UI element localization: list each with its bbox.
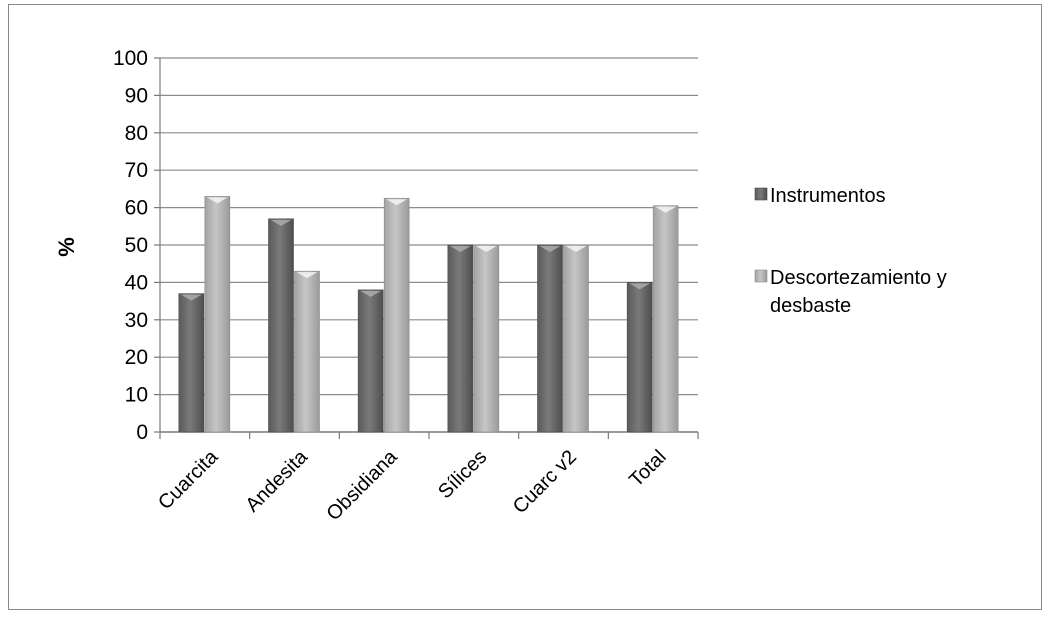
- bar-body: [383, 197, 410, 433]
- bar-cap: [449, 246, 471, 252]
- bar: [473, 244, 500, 433]
- legend-label: Descortezamiento y: [770, 267, 947, 289]
- bar-body: [178, 293, 205, 433]
- bar: [294, 270, 320, 433]
- bar: [357, 289, 384, 433]
- axes: [154, 57, 699, 439]
- bar-body: [447, 244, 474, 433]
- bar-cap: [655, 206, 677, 213]
- legend-swatch: [754, 187, 768, 201]
- y-tick-label: 40: [125, 271, 148, 294]
- legend: Instrumentos Descortezamiento y desbaste: [754, 185, 947, 317]
- y-axis-label: %: [54, 237, 79, 257]
- legend-entry: Descortezamiento y desbaste: [754, 267, 947, 317]
- y-tick-label: 70: [125, 159, 148, 182]
- bar-body: [563, 244, 589, 433]
- bar-body: [473, 244, 500, 433]
- bar-cap: [180, 294, 202, 301]
- bar: [447, 244, 474, 433]
- bar-cap: [270, 219, 292, 226]
- bar: [178, 293, 205, 433]
- bar: [537, 244, 563, 433]
- bar: [204, 196, 231, 433]
- x-category-label: Obsidiana: [322, 445, 402, 525]
- legend-entry: Instrumentos: [754, 185, 886, 207]
- legend-swatch: [754, 269, 768, 283]
- x-category-label: Cuarc v2: [509, 446, 581, 518]
- bar-body: [268, 218, 294, 433]
- bar: [652, 205, 679, 433]
- bar-body: [626, 282, 653, 433]
- y-tick-label: 80: [125, 122, 148, 145]
- legend-label: desbaste: [770, 295, 851, 317]
- bar-cap: [629, 283, 651, 290]
- y-tick-label: 0: [136, 421, 148, 444]
- bar-cap: [539, 246, 561, 252]
- y-tick-label: 30: [125, 309, 148, 332]
- bar: [563, 244, 589, 433]
- y-tick-label: 90: [125, 84, 148, 107]
- bar-body: [652, 205, 679, 433]
- bars: [178, 196, 679, 433]
- bar-cap: [475, 246, 497, 252]
- legend-label: Instrumentos: [770, 185, 886, 207]
- bar-cap: [565, 246, 587, 252]
- bar-cap: [386, 199, 408, 206]
- y-tick-label: 20: [125, 346, 148, 369]
- y-tick-label: 10: [125, 384, 148, 407]
- gridlines: [160, 57, 698, 396]
- y-tick-label: 100: [113, 47, 148, 70]
- y-tick-label: 60: [125, 197, 148, 220]
- bar-cap: [360, 290, 382, 297]
- bar-body: [537, 244, 563, 433]
- bar-cap: [206, 197, 228, 204]
- bar-body: [357, 289, 384, 433]
- x-category-label: Sílices: [434, 446, 491, 503]
- bar-cap: [296, 272, 318, 279]
- x-category-label: Andesita: [241, 445, 312, 516]
- y-tick-label: 50: [125, 234, 148, 257]
- x-category-label: Total: [625, 446, 670, 491]
- bar-body: [204, 196, 231, 433]
- bar: [268, 218, 294, 433]
- bar: [626, 282, 653, 433]
- bar-body: [294, 270, 320, 433]
- bar: [383, 197, 410, 433]
- x-category-label: Cuarcita: [154, 445, 223, 514]
